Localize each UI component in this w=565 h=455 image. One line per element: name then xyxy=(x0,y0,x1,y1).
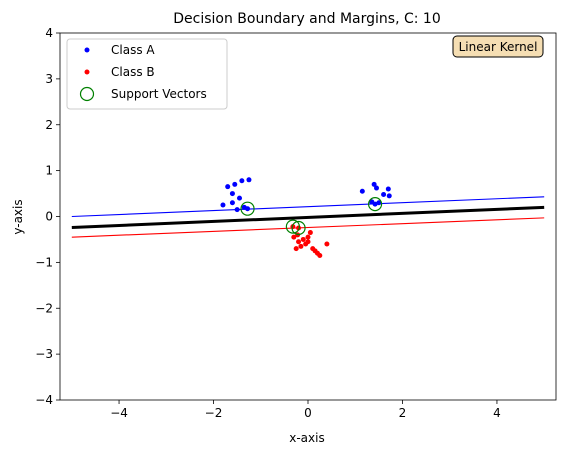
lower-margin-line xyxy=(71,217,545,238)
class-b-point xyxy=(307,230,313,236)
x-tick-label: 0 xyxy=(304,406,312,420)
class-a-point xyxy=(385,186,391,192)
class-a-point xyxy=(359,188,365,194)
class-a-point xyxy=(229,200,235,206)
class-a-point xyxy=(225,184,231,190)
class-b-point xyxy=(305,239,311,245)
support-vector-marker xyxy=(240,201,255,216)
class-a-point xyxy=(246,177,252,183)
y-tick-label: −1 xyxy=(35,255,53,269)
class-a-point xyxy=(237,195,243,201)
upper-margin-line xyxy=(71,196,545,218)
class-b-point xyxy=(298,243,304,249)
ticks-layer: −4 −2 0 2 4 −4 −3 −2 −1 0 1 2 3 4 xyxy=(35,26,500,420)
lines-layer xyxy=(71,196,545,238)
class-b-point xyxy=(305,234,311,240)
class-a-point xyxy=(371,181,377,187)
y-tick-label: 3 xyxy=(45,72,53,86)
y-tick-label: 1 xyxy=(45,164,53,178)
y-axis-label: y-axis xyxy=(11,199,25,234)
legend-marker-class-b xyxy=(84,69,90,75)
points-layer xyxy=(220,177,392,258)
legend-label-class-b: Class B xyxy=(111,65,155,79)
decision-boundary-line xyxy=(71,205,545,230)
class-a-point xyxy=(232,181,238,187)
x-axis-label: x-axis xyxy=(289,431,324,445)
class-b-point xyxy=(324,241,330,247)
y-tick-label: 4 xyxy=(45,26,53,40)
support-vector-marker xyxy=(367,197,383,212)
legend-label-support-vectors: Support Vectors xyxy=(111,87,207,101)
class-a-point xyxy=(229,191,235,197)
legend: Class A Class B Support Vectors xyxy=(66,38,228,110)
legend-label-class-a: Class A xyxy=(111,43,155,57)
x-tick-label: 2 xyxy=(399,406,407,420)
class-b-point xyxy=(300,236,306,242)
support-vector-marker xyxy=(285,219,300,234)
x-tick-label: −4 xyxy=(110,406,128,420)
class-b-point xyxy=(293,246,299,252)
legend-marker-class-a xyxy=(84,47,90,53)
chart-title: Decision Boundary and Margins, C: 10 xyxy=(173,11,440,27)
class-a-point xyxy=(376,200,382,206)
class-b-point xyxy=(291,234,297,240)
class-b-point xyxy=(317,252,323,258)
class-a-point xyxy=(372,201,378,207)
x-tick-label: −2 xyxy=(205,406,223,420)
legend-marker-support-vectors xyxy=(79,86,95,102)
x-tick-label: 4 xyxy=(493,406,501,420)
annotation-background xyxy=(452,35,544,58)
y-tick-label: 0 xyxy=(45,210,53,224)
support-vector-marker xyxy=(291,220,306,236)
class-a-point xyxy=(373,185,379,191)
legend-box xyxy=(66,38,228,110)
class-a-point xyxy=(245,206,251,212)
class-a-point xyxy=(386,193,392,199)
y-tick-label: −3 xyxy=(35,347,53,361)
y-tick-label: −2 xyxy=(35,301,53,315)
annotation-box: Linear Kernel xyxy=(452,35,544,58)
class-a-point xyxy=(220,202,226,208)
annotation-text: Linear Kernel xyxy=(459,40,538,54)
class-a-point xyxy=(381,191,387,197)
class-a-point xyxy=(239,178,245,184)
class-b-point xyxy=(296,239,302,245)
y-tick-label: 2 xyxy=(45,118,53,132)
y-tick-label: −4 xyxy=(35,393,53,407)
class-a-point xyxy=(234,207,240,213)
